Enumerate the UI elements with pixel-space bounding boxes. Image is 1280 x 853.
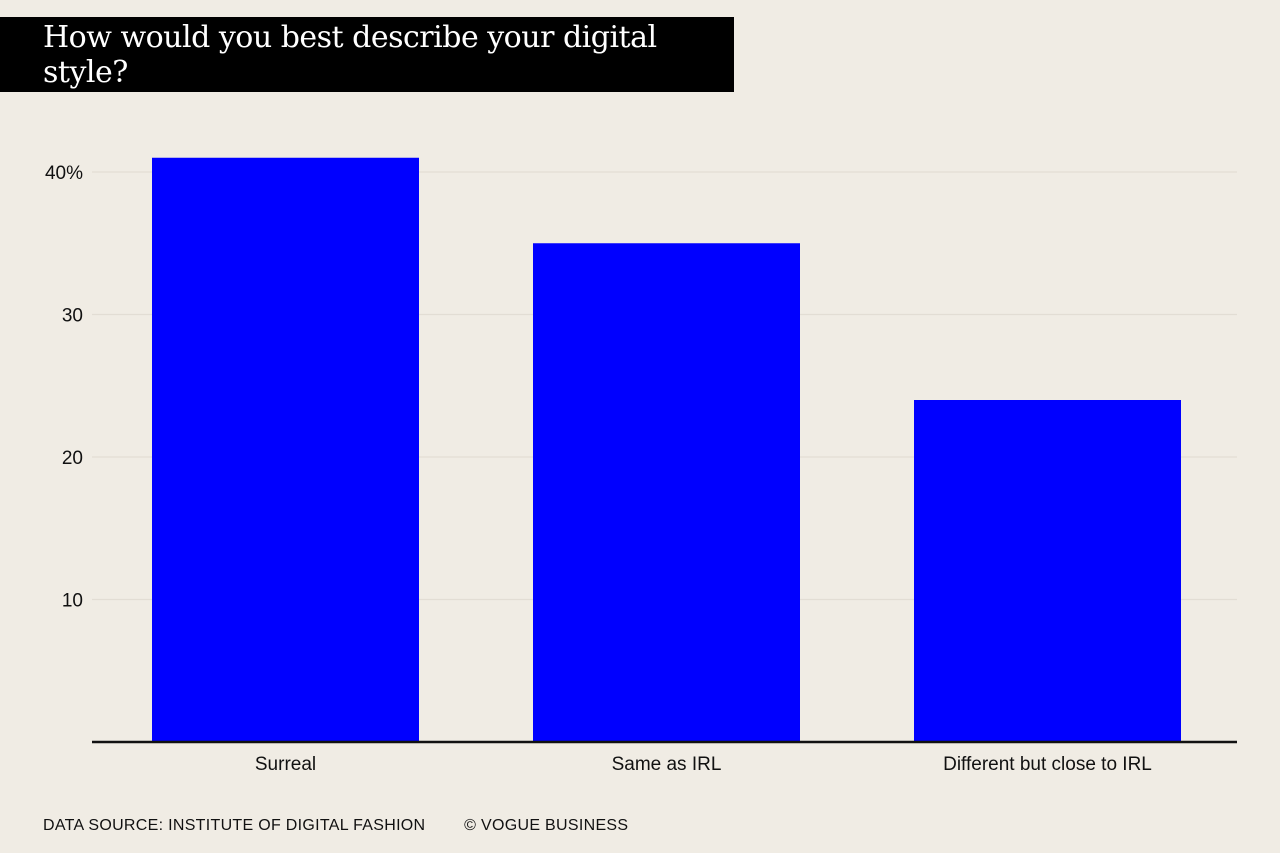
y-axis-ticks: 10 20 30 40% <box>45 163 83 612</box>
data-source: DATA SOURCE: INSTITUTE OF DIGITAL FASHIO… <box>43 817 426 834</box>
x-axis-labels: Surreal Same as IRL Different but close to… <box>255 754 1152 775</box>
x-category-label: Surreal <box>255 754 316 775</box>
y-tick-label: 10 <box>62 591 83 612</box>
y-tick-label: 40% <box>45 163 83 184</box>
y-tick-label: 30 <box>62 306 83 327</box>
y-tick-label: 20 <box>62 448 83 469</box>
chart-footer: DATA SOURCE: INSTITUTE OF DIGITAL FASHIO… <box>43 817 628 835</box>
copyright: © VOGUE BUSINESS <box>464 817 629 834</box>
x-category-label: Different but close to IRL <box>943 754 1152 775</box>
bar <box>533 243 800 742</box>
bars <box>152 157 1181 742</box>
x-category-label: Same as IRL <box>612 754 722 775</box>
bar <box>914 400 1181 742</box>
chart-title-bar: How would you best describe your digital… <box>0 17 734 92</box>
bar <box>152 157 419 742</box>
chart-title: How would you best describe your digital… <box>43 19 657 90</box>
